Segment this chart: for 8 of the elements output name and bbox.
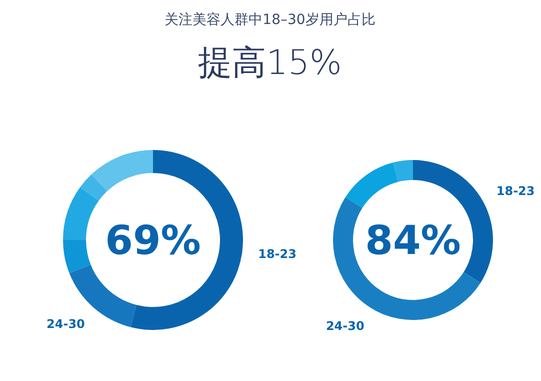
- text: 69%: [105, 218, 201, 264]
- slice-label: 18-23: [496, 184, 535, 198]
- slice-label: 24-30: [326, 319, 364, 334]
- slice-label: 24-30: [46, 317, 85, 332]
- slice-label: 18-23: [258, 247, 297, 262]
- text: 84%: [365, 218, 461, 264]
- chart-title: 关注美容人群中18–30岁用户占比: [164, 12, 376, 28]
- chart-subtitle: 提高15%: [198, 43, 342, 83]
